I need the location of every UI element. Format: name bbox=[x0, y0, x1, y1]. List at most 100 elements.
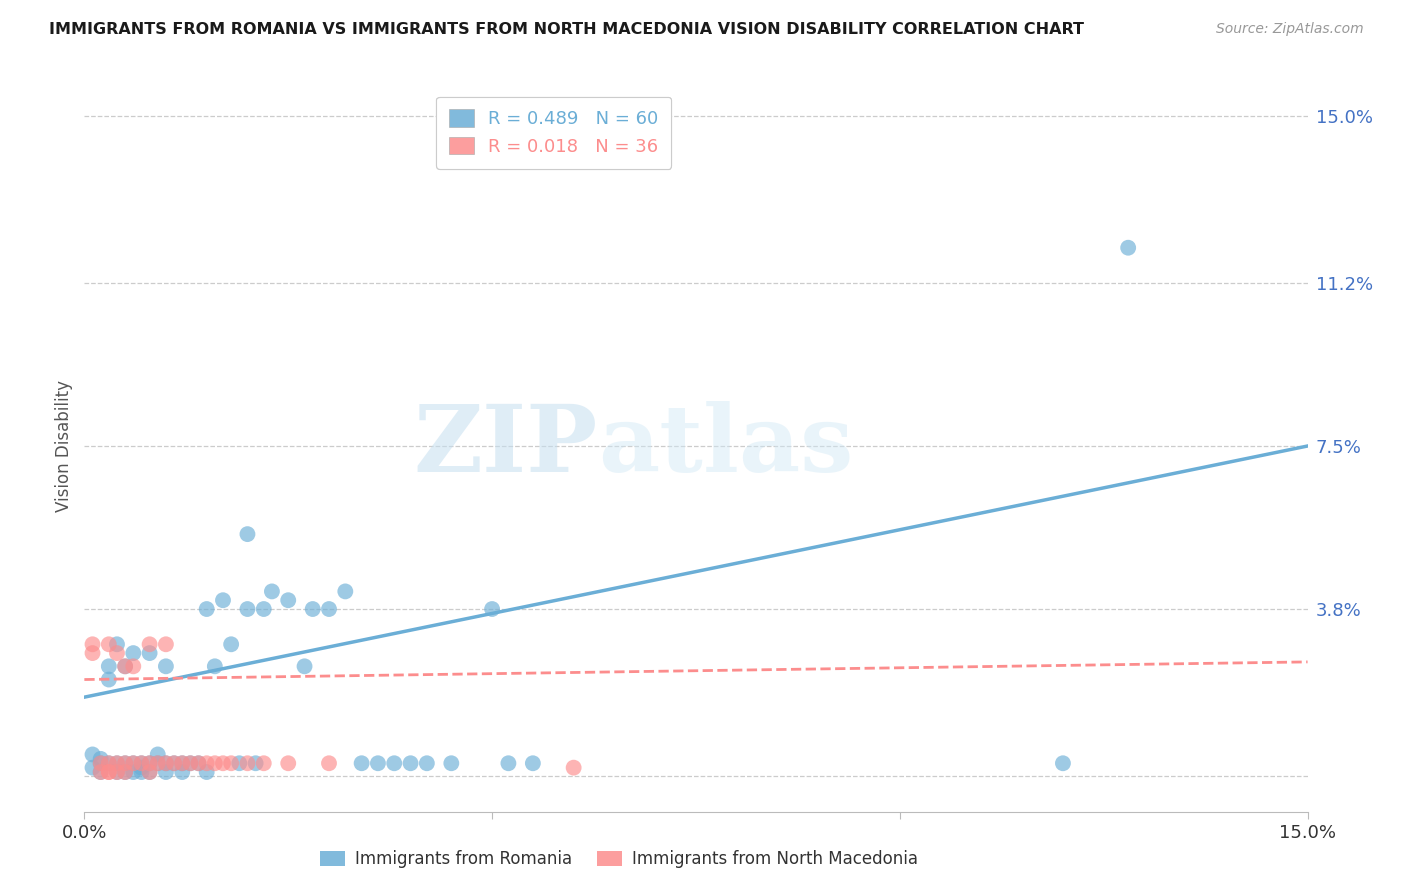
Point bbox=[114, 765, 136, 780]
Point bbox=[105, 765, 128, 780]
Point bbox=[163, 756, 186, 771]
Point bbox=[204, 756, 226, 771]
Point bbox=[155, 637, 177, 651]
Y-axis label: Vision Disability: Vision Disability bbox=[55, 380, 73, 512]
Legend: R = 0.489   N = 60, R = 0.018   N = 36: R = 0.489 N = 60, R = 0.018 N = 36 bbox=[436, 96, 671, 169]
Point bbox=[498, 756, 520, 771]
Point bbox=[187, 756, 209, 771]
Point bbox=[155, 765, 177, 780]
Point bbox=[179, 756, 201, 771]
Point bbox=[90, 752, 112, 766]
Point bbox=[219, 637, 242, 651]
Point bbox=[245, 756, 267, 771]
Point bbox=[301, 602, 323, 616]
Point bbox=[219, 756, 242, 771]
Point bbox=[122, 659, 145, 673]
Point bbox=[277, 593, 299, 607]
Point bbox=[82, 637, 104, 651]
Point bbox=[105, 756, 128, 771]
Point bbox=[253, 602, 276, 616]
Point bbox=[122, 646, 145, 660]
Point bbox=[97, 765, 120, 780]
Point bbox=[90, 765, 112, 780]
Point bbox=[114, 756, 136, 771]
Point bbox=[122, 756, 145, 771]
Point bbox=[179, 756, 201, 771]
Point bbox=[138, 765, 160, 780]
Text: ZIP: ZIP bbox=[413, 401, 598, 491]
Point bbox=[138, 765, 160, 780]
Point bbox=[97, 673, 120, 687]
Point bbox=[294, 659, 316, 673]
Point bbox=[131, 761, 153, 775]
Point bbox=[163, 756, 186, 771]
Point bbox=[155, 756, 177, 771]
Point bbox=[105, 646, 128, 660]
Point bbox=[105, 637, 128, 651]
Point bbox=[335, 584, 357, 599]
Point bbox=[172, 756, 194, 771]
Point bbox=[277, 756, 299, 771]
Point bbox=[172, 765, 194, 780]
Point bbox=[416, 756, 439, 771]
Point bbox=[97, 637, 120, 651]
Point bbox=[318, 602, 340, 616]
Point bbox=[131, 756, 153, 771]
Point bbox=[155, 756, 177, 771]
Point bbox=[105, 756, 128, 771]
Point bbox=[253, 756, 276, 771]
Point bbox=[82, 646, 104, 660]
Point bbox=[1052, 756, 1074, 771]
Point bbox=[1116, 241, 1139, 255]
Point bbox=[236, 602, 259, 616]
Point bbox=[382, 756, 405, 771]
Point bbox=[90, 765, 112, 780]
Point bbox=[236, 756, 259, 771]
Point bbox=[481, 602, 503, 616]
Point bbox=[172, 756, 194, 771]
Point bbox=[204, 659, 226, 673]
Point bbox=[399, 756, 422, 771]
Point bbox=[187, 756, 209, 771]
Text: atlas: atlas bbox=[598, 401, 853, 491]
Point bbox=[236, 527, 259, 541]
Text: IMMIGRANTS FROM ROMANIA VS IMMIGRANTS FROM NORTH MACEDONIA VISION DISABILITY COR: IMMIGRANTS FROM ROMANIA VS IMMIGRANTS FR… bbox=[49, 22, 1084, 37]
Point bbox=[155, 659, 177, 673]
Point bbox=[260, 584, 283, 599]
Point bbox=[146, 756, 169, 771]
Point bbox=[146, 756, 169, 771]
Point bbox=[228, 756, 250, 771]
Point bbox=[97, 756, 120, 771]
Point bbox=[212, 593, 235, 607]
Point bbox=[90, 756, 112, 771]
Point bbox=[114, 756, 136, 771]
Point bbox=[522, 756, 544, 771]
Point bbox=[212, 756, 235, 771]
Point bbox=[367, 756, 389, 771]
Point bbox=[122, 756, 145, 771]
Point bbox=[138, 646, 160, 660]
Point bbox=[114, 765, 136, 780]
Point bbox=[440, 756, 463, 771]
Point bbox=[131, 765, 153, 780]
Point bbox=[195, 756, 218, 771]
Point bbox=[114, 659, 136, 673]
Point bbox=[146, 747, 169, 762]
Text: Source: ZipAtlas.com: Source: ZipAtlas.com bbox=[1216, 22, 1364, 37]
Point bbox=[562, 761, 585, 775]
Point bbox=[114, 659, 136, 673]
Point bbox=[105, 765, 128, 780]
Point bbox=[90, 756, 112, 771]
Point bbox=[97, 756, 120, 771]
Point bbox=[195, 765, 218, 780]
Point bbox=[82, 761, 104, 775]
Point bbox=[138, 756, 160, 771]
Point bbox=[195, 602, 218, 616]
Legend: Immigrants from Romania, Immigrants from North Macedonia: Immigrants from Romania, Immigrants from… bbox=[314, 844, 924, 875]
Point bbox=[131, 756, 153, 771]
Point bbox=[318, 756, 340, 771]
Point bbox=[138, 756, 160, 771]
Point bbox=[97, 765, 120, 780]
Point bbox=[122, 765, 145, 780]
Point bbox=[138, 637, 160, 651]
